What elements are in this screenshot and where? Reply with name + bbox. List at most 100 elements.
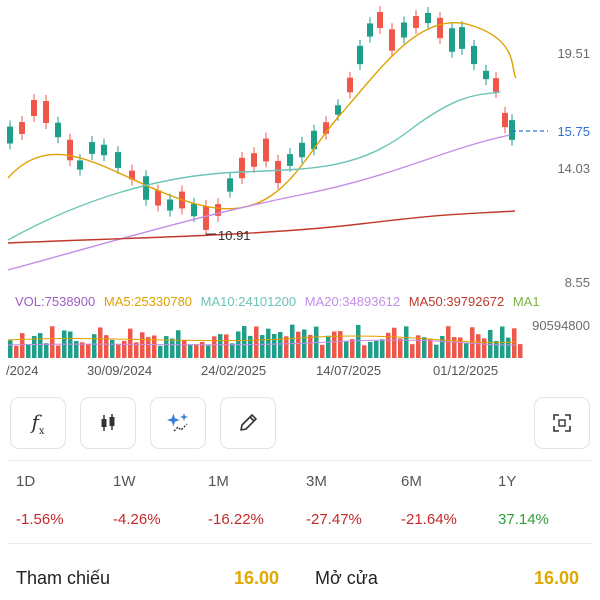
fullscreen-button[interactable] (534, 397, 590, 449)
date-label: 30/09/2024 (87, 363, 153, 378)
open-value: 16.00 (534, 568, 580, 588)
ma-legend: VOL:7538900 MA5:25330780 MA10:24101200 M… (15, 294, 600, 309)
volume-bar (122, 340, 127, 358)
date-axis: /2024 30/09/2024 24/02/2025 14/07/2025 0… (0, 363, 600, 381)
candle-body (251, 153, 257, 167)
volume-bar (410, 344, 415, 358)
candlestick-chart[interactable] (0, 0, 600, 390)
candle-body (55, 122, 61, 138)
candle-body (471, 45, 477, 65)
period-value: -16.22% (208, 511, 264, 528)
legend-ma50: MA50:39792672 (408, 294, 505, 309)
volume-bar (488, 329, 493, 358)
candle-body (335, 105, 341, 115)
volume-bar (512, 328, 517, 358)
volume-bar (284, 336, 289, 358)
volume-bar (230, 343, 235, 358)
candle-body (167, 199, 173, 211)
chart-toolbar: fx (0, 397, 600, 453)
period-label: 3M (306, 473, 327, 490)
volume-bar (212, 336, 217, 358)
volume-bar (74, 340, 79, 358)
legend-ma20: MA20:34893612 (304, 294, 401, 309)
volume-bar (458, 337, 463, 358)
volume-bar (134, 342, 139, 358)
candle-body (413, 16, 419, 28)
current-price-label: 15.75 (557, 124, 590, 139)
date-label: /2024 (6, 363, 39, 378)
period-value: -27.47% (306, 511, 362, 528)
period-label: 1Y (498, 473, 517, 490)
volume-bar (344, 341, 349, 358)
volume-bar (452, 337, 457, 358)
candle-body (323, 122, 329, 134)
price-tick-low: 8.55 (564, 275, 590, 290)
period-label: 6M (401, 473, 422, 490)
volume-bar (194, 344, 199, 358)
period-value: -1.56% (16, 511, 64, 528)
volume-bar (146, 337, 151, 358)
candle-body (357, 45, 363, 65)
volume-bar (152, 335, 157, 358)
ma5-line (7, 22, 517, 210)
candle-body (143, 176, 149, 200)
candle-body (89, 142, 95, 154)
volume-bar (140, 332, 145, 358)
volume-bar (362, 345, 367, 358)
ma50-line (7, 210, 516, 244)
volume-bar (104, 335, 109, 358)
draw-button[interactable] (220, 397, 276, 449)
indicator-button[interactable]: fx (10, 397, 66, 449)
candle-body (347, 77, 353, 93)
legend-ma100: MA1 (512, 294, 540, 309)
price-chart[interactable]: 19.51 15.75 14.03 8.55 10.91 VOL:7538900… (0, 0, 600, 390)
candle-body (67, 139, 73, 161)
volume-bar (296, 331, 301, 358)
candle-body (101, 144, 107, 156)
chart-type-button[interactable] (80, 397, 136, 449)
period-performance: 1D -1.56% 1W -4.26% 1M -16.22% 3M -27.47… (8, 460, 592, 544)
period-label: 1W (113, 473, 136, 490)
volume-bar (188, 344, 193, 358)
period-value: -4.26% (113, 511, 161, 528)
candle-body (401, 22, 407, 38)
period-label: 1M (208, 473, 229, 490)
volume-bar (278, 332, 283, 358)
legend-vol: VOL:7538900 (15, 294, 96, 309)
volume-bar (404, 326, 409, 358)
period-value: 37.14% (498, 511, 549, 528)
legend-ma10: MA10:24101200 (200, 294, 297, 309)
volume-bar (110, 339, 115, 358)
candle-body (459, 27, 465, 49)
candle-body (299, 142, 305, 158)
volume-bar (482, 338, 487, 358)
volume-bar (518, 344, 523, 358)
function-icon: fx (31, 409, 45, 437)
candle-body (31, 99, 37, 117)
ai-button[interactable] (150, 397, 206, 449)
volume-bar (38, 333, 43, 358)
pencil-icon (240, 414, 257, 431)
volume-bar (92, 334, 97, 358)
volume-bar (182, 340, 187, 358)
volume-bar (338, 331, 343, 358)
candle-body (311, 130, 317, 150)
candle-body (115, 152, 121, 168)
volume-bar (86, 344, 91, 358)
volume-bar (320, 344, 325, 358)
volume-bar (80, 342, 85, 358)
candle-body (203, 206, 209, 230)
volume-bar (392, 327, 397, 358)
candle-body (43, 100, 49, 124)
volume-bar (32, 335, 37, 358)
volume-bar (476, 334, 481, 358)
candle-body (377, 12, 383, 28)
reference-label: Tham chiếu (16, 568, 111, 588)
price-tick-mid: 14.03 (557, 161, 590, 176)
volume-bar (128, 328, 133, 358)
candle-body (19, 122, 25, 134)
volume-bar (200, 341, 205, 358)
volume-bar (176, 330, 181, 358)
candle-body (493, 78, 499, 92)
volume-bar (14, 345, 19, 358)
